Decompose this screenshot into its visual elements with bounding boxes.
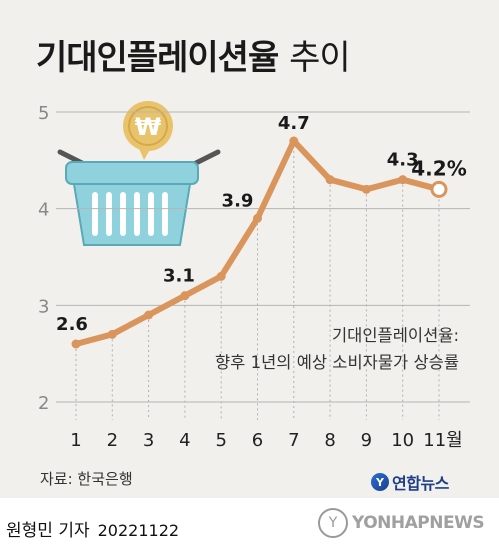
byline: 원형민 기자 20221122	[6, 516, 179, 541]
yonhap-globe-icon: Y	[371, 473, 389, 491]
title-main: 기대인플레이션율	[36, 38, 279, 78]
data-label: 4.3	[387, 150, 419, 171]
data-label: 4.7	[278, 113, 310, 134]
x-tick-label: 8	[324, 430, 335, 451]
x-tick-label: 5	[215, 430, 226, 451]
agency-logo: Y 연합뉴스	[371, 470, 449, 494]
note-line-2: 향후 1년의 예상 소비자물가 상승률	[215, 353, 459, 372]
shopping-basket-icon	[57, 149, 221, 246]
watermark: Y YONHAPNEWS	[318, 508, 485, 538]
data-point	[430, 180, 448, 198]
agency-logo-text: 연합뉴스	[392, 474, 449, 493]
data-label: 4.2%	[411, 156, 466, 180]
y-tick-label: 3	[38, 296, 49, 317]
page-title: 기대인플레이션율 추이	[36, 30, 351, 79]
data-point	[289, 136, 299, 146]
x-tick-label: 4	[179, 430, 190, 451]
x-tick-label: 6	[252, 430, 263, 451]
x-tick-label: 3	[143, 430, 154, 451]
title-sub: 추이	[289, 38, 351, 78]
data-point	[361, 184, 371, 194]
x-tick-label: 2	[107, 430, 118, 451]
chart-note: 기대인플레이션율: 향후 1년의 예상 소비자물가 상승률	[215, 322, 459, 376]
data-point	[253, 213, 262, 223]
data-point	[398, 175, 408, 185]
x-tick-label: 1	[70, 430, 81, 451]
data-label: 2.6	[56, 314, 88, 335]
data-point	[107, 329, 117, 339]
x-tick-label: 7	[288, 430, 299, 451]
y-tick-label: 2	[38, 393, 49, 414]
x-tick-label: 9	[361, 430, 372, 451]
data-label: 3.9	[222, 190, 254, 211]
svg-text:₩: ₩	[135, 113, 162, 141]
watermark-text: YONHAPNEWS	[352, 513, 485, 533]
data-point	[144, 310, 154, 320]
yonhap-watermark-icon: Y	[318, 508, 348, 538]
data-label: 3.1	[163, 266, 195, 287]
data-point	[216, 271, 226, 281]
infographic-card: 기대인플레이션율 추이 ₩ 2 3 4 5 1 2 3 4 5 6 7 8 9 10 11월	[0, 0, 499, 498]
data-point	[325, 175, 335, 185]
author: 원형민 기자	[6, 521, 90, 541]
x-tick-label: 10	[391, 430, 414, 451]
x-tick-label: 11월	[423, 430, 462, 451]
data-point	[71, 339, 81, 349]
data-point	[180, 291, 190, 301]
y-tick-label: 4	[38, 200, 49, 221]
note-line-1: 기대인플레이션율:	[332, 326, 459, 345]
won-coin-icon: ₩	[123, 101, 173, 160]
publish-date: 20221122	[97, 521, 180, 540]
source-text: 자료: 한국은행	[40, 470, 133, 488]
y-tick-label: 5	[38, 103, 49, 124]
